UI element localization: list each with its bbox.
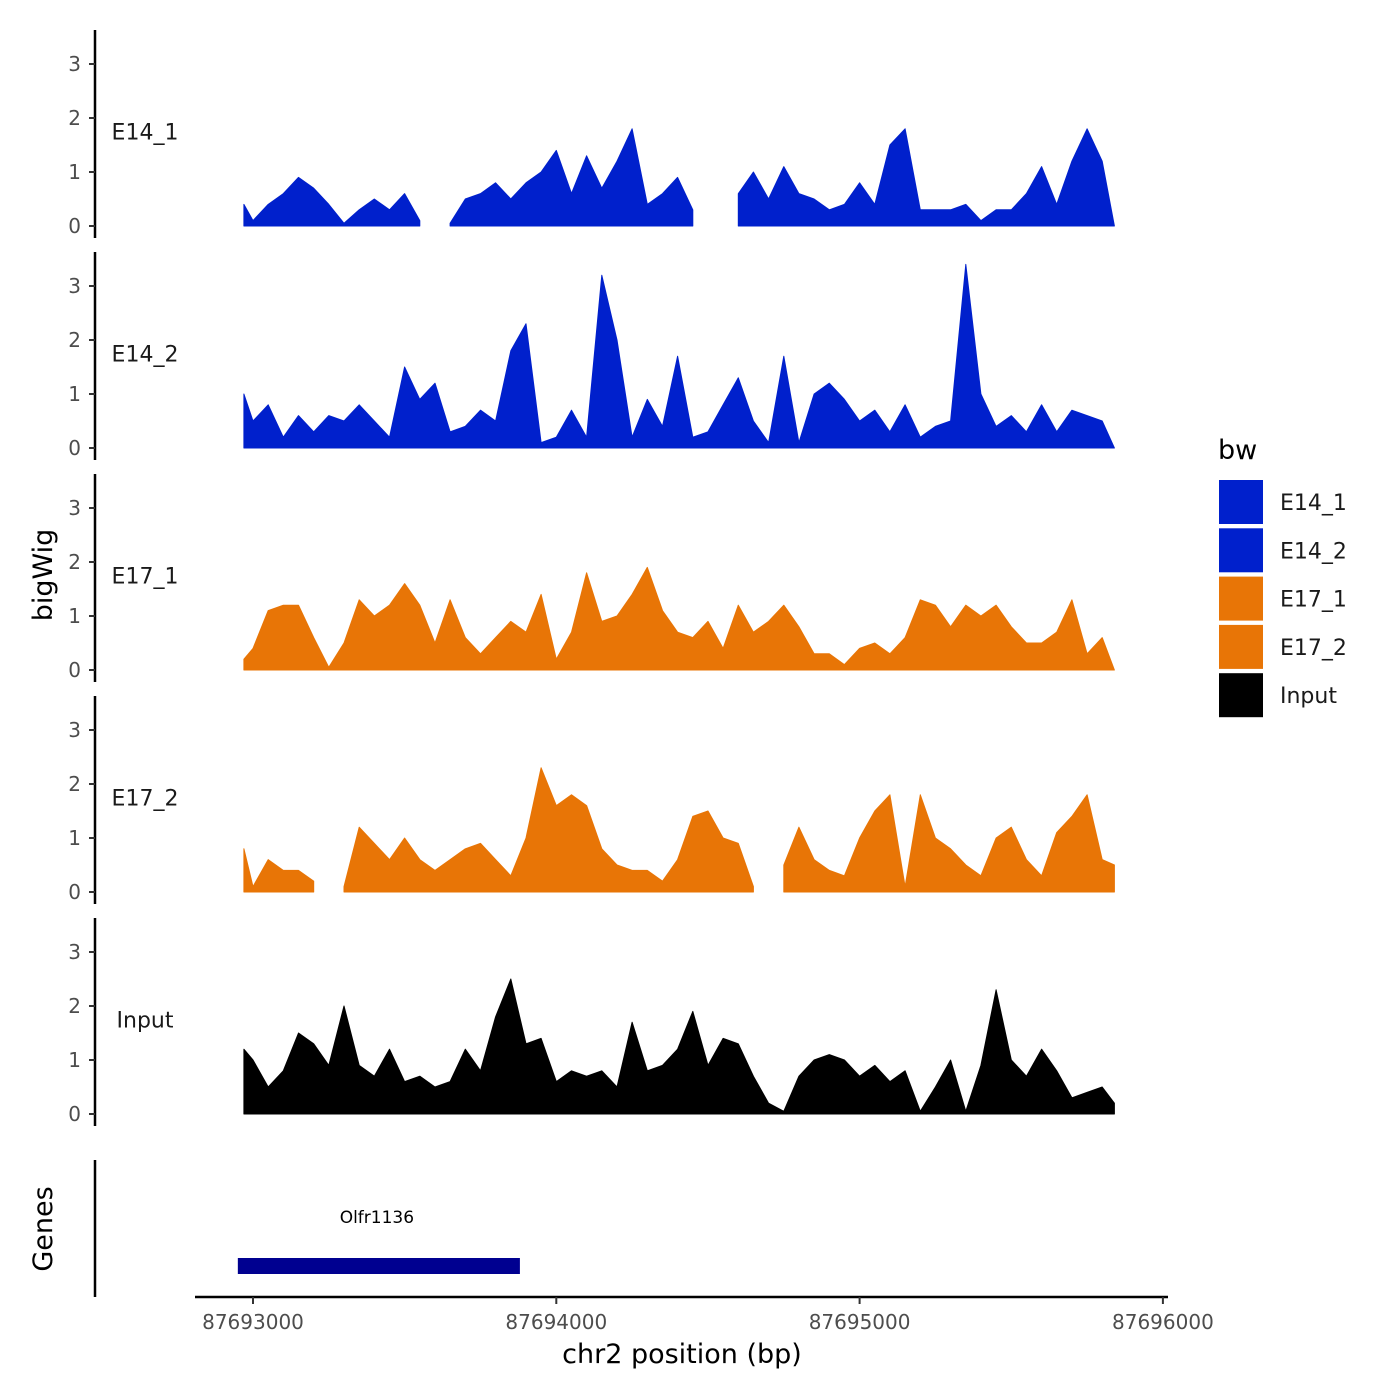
legend-label: E17_1 bbox=[1280, 588, 1347, 613]
legend-title: bw bbox=[1218, 435, 1257, 466]
y-tick-label: 2 bbox=[68, 772, 81, 796]
coverage-area bbox=[343, 767, 754, 893]
legend-swatch bbox=[1219, 576, 1263, 621]
y-tick-label: 3 bbox=[68, 52, 81, 76]
coverage-area bbox=[737, 128, 1115, 227]
legend-swatch bbox=[1219, 624, 1263, 669]
coverage-area bbox=[243, 848, 315, 893]
y-tick-label: 3 bbox=[68, 496, 81, 520]
y-axis-title: bigWig bbox=[28, 529, 59, 622]
track-label: E17_2 bbox=[112, 787, 179, 812]
gene-label: Olfr1136 bbox=[340, 1208, 414, 1228]
legend-label: E14_2 bbox=[1280, 539, 1347, 564]
y-tick-label: 1 bbox=[68, 604, 81, 628]
y-tick-label: 0 bbox=[68, 214, 81, 238]
y-tick-label: 0 bbox=[68, 880, 81, 904]
genes-panel-title: Genes bbox=[28, 1186, 59, 1271]
y-tick-label: 2 bbox=[68, 550, 81, 574]
coverage-area bbox=[449, 128, 694, 227]
track-label: E14_1 bbox=[112, 121, 179, 146]
x-tick-label: 87695000 bbox=[809, 1310, 911, 1334]
legend-label: E17_2 bbox=[1280, 636, 1347, 661]
y-tick-label: 1 bbox=[68, 382, 81, 406]
y-tick-label: 3 bbox=[68, 718, 81, 742]
legend-label: Input bbox=[1280, 684, 1337, 709]
x-tick-label: 87693000 bbox=[202, 1310, 304, 1334]
gene-body bbox=[237, 1258, 520, 1274]
legend-swatch bbox=[1219, 673, 1263, 718]
y-tick-label: 2 bbox=[68, 328, 81, 352]
y-tick-label: 2 bbox=[68, 106, 81, 130]
coverage-area bbox=[243, 978, 1115, 1115]
y-tick-label: 0 bbox=[68, 436, 81, 460]
coverage-area bbox=[243, 263, 1115, 449]
y-tick-label: 0 bbox=[68, 1102, 81, 1126]
y-tick-label: 0 bbox=[68, 658, 81, 682]
legend-label: E14_1 bbox=[1280, 491, 1347, 516]
x-tick-label: 87694000 bbox=[505, 1310, 607, 1334]
coverage-area bbox=[243, 176, 421, 227]
x-tick-label: 87696000 bbox=[1112, 1310, 1214, 1334]
coverage-area bbox=[243, 566, 1115, 671]
y-tick-label: 2 bbox=[68, 994, 81, 1018]
y-tick-label: 1 bbox=[68, 160, 81, 184]
coverage-area bbox=[783, 794, 1115, 893]
track-label: Input bbox=[117, 1009, 174, 1034]
track-label: E14_2 bbox=[112, 343, 179, 368]
y-tick-label: 3 bbox=[68, 274, 81, 298]
y-tick-label: 1 bbox=[68, 826, 81, 850]
track-label: E17_1 bbox=[112, 565, 179, 590]
y-tick-label: 1 bbox=[68, 1048, 81, 1072]
y-tick-label: 3 bbox=[68, 940, 81, 964]
legend-swatch bbox=[1219, 528, 1263, 573]
legend-swatch bbox=[1219, 480, 1263, 524]
x-axis-title: chr2 position (bp) bbox=[562, 1339, 802, 1370]
